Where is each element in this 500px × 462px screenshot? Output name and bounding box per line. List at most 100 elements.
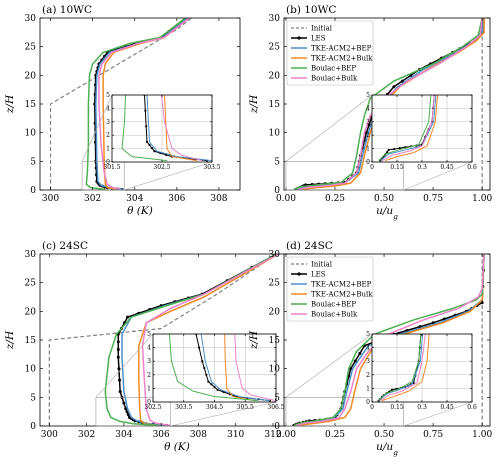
panel-2-xlabel: θ (K) <box>164 441 190 453</box>
panel-2-zoom-connector <box>170 401 277 427</box>
panel-2-inset-marker-les <box>210 383 213 386</box>
panel-3-zoom-connector <box>285 333 373 398</box>
panel-1-legend-marker-1 <box>297 36 301 40</box>
panel-2-series-initial <box>48 254 278 426</box>
panel-1-ytick-label-2: 10 <box>269 129 281 139</box>
panel-0-xtick-label-0: 300 <box>42 194 59 204</box>
panel-1-inset-marker-les <box>398 147 401 150</box>
panel-0-xlabel: θ (K) <box>127 205 153 217</box>
panel-1-ytick-label-4: 20 <box>269 71 281 81</box>
panel-1-ytick-label-3: 15 <box>269 100 281 110</box>
panel-0-inset-series-boulac-bep <box>121 95 168 162</box>
panel-0-inset-ytick-label-3: 3 <box>106 119 110 126</box>
panel-2-title: (c) 24SC <box>42 240 88 252</box>
panel-2-inset: 302.5 303.5 304.5 305.5 306.5 0 1 2 3 4 5 <box>144 201 284 411</box>
panel-2-inset-series-boulac-bulk <box>234 334 276 402</box>
panel-2-ytick-label-3: 15 <box>25 336 37 346</box>
panel-3-legend-box <box>286 256 374 322</box>
panel-1-inset-xtick-label-4: 0.6 <box>467 164 477 171</box>
panel-1-legend-box <box>286 20 374 86</box>
panel-3-zoom-box <box>285 397 404 427</box>
panel-1-inset-xtick-label-1: 0.15 <box>390 164 404 171</box>
panel-0-inset-ytick-label-2: 2 <box>106 132 110 139</box>
panel-2-inset-marker-les <box>207 380 210 383</box>
panel-2-inset-marker-les <box>216 388 219 391</box>
panel-1-ytick-label-6: 30 <box>269 14 281 24</box>
panel-3-legend-label-4: Boulac+BEP <box>311 301 356 309</box>
panel-3-series-tke-acm2-bulk <box>297 254 485 426</box>
panel-0-zoom-connector <box>124 161 213 191</box>
panel-2-inset-xtick-label-1: 303.5 <box>175 404 192 411</box>
panel-3-inset-marker-les <box>434 229 436 231</box>
panel-2-inset-ytick-label-3: 3 <box>147 358 151 365</box>
panel-2-zoom-connector <box>95 333 154 398</box>
panel-1-xtick-label-4: 1.00 <box>472 194 492 204</box>
panel-3-series-boulac-bulk <box>295 254 485 426</box>
panel-2-inset-marker-les <box>189 201 191 203</box>
panel-3-xtick-label-0: 0.00 <box>276 430 296 440</box>
panel-1-xtick-label-2: 0.50 <box>374 194 394 204</box>
panel-2-inset-ytick-label-5: 5 <box>147 331 151 338</box>
panel-2-inset-xtick-label-0: 302.5 <box>144 404 161 411</box>
panel-2-series-boulac-bep <box>104 254 278 426</box>
panel-0-ytick-label-0: 0 <box>30 186 36 196</box>
panel-1-inset-marker-les <box>385 151 389 154</box>
panel-3-inset-series-group <box>377 192 456 402</box>
panel-1-inset-xtick-label-3: 0.45 <box>440 164 454 171</box>
panel-2-inset-marker-les <box>189 238 191 240</box>
panel-1-inset-marker-les <box>387 148 390 152</box>
panel-1-ytick-label-0: 0 <box>274 186 280 196</box>
panel-3-inset-xtick-label-1: 0.15 <box>390 404 404 411</box>
panel-0-inset-xtick-label-2: 303.5 <box>203 164 220 171</box>
panel-1-legend-label-5: Boulac+Bulk <box>311 75 358 83</box>
panel-1-inset-marker-les <box>393 147 396 151</box>
panel-0-inset-marker-les <box>150 147 154 150</box>
panel-1-xlabel: u/ug <box>376 205 398 221</box>
panel-3-legend-label-5: Boulac+Bulk <box>311 311 358 319</box>
panel-1-legend-label-2: TKE-ACM2+BEP <box>311 45 372 53</box>
panel-1-inset-ytick-label-4: 4 <box>366 105 370 112</box>
panel-2-ytick-label-2: 10 <box>25 365 37 375</box>
panel-0-inset-xtick-label-1: 302.5 <box>153 164 170 171</box>
panel-0-ylabel: z/H <box>4 94 16 114</box>
panel-2-inset-series-group <box>168 201 276 402</box>
panel-3-inset-ytick-label-0: 0 <box>366 399 370 406</box>
panel-3-xlabel: u/ug <box>376 441 398 457</box>
panel-2-marker-les <box>117 367 121 371</box>
panel-2-zoom-box <box>95 397 171 427</box>
panel-3-series-group <box>292 254 485 426</box>
panel-1-xtick-label-3: 0.75 <box>423 194 443 204</box>
panel-0-inset-series-tke-acm2-bulk <box>163 95 198 162</box>
panel-3-ylabel: z/H <box>248 330 260 350</box>
panel-2-inset-marker-les <box>203 366 206 370</box>
panel-2-xtick-label-3: 306 <box>153 430 170 440</box>
panel-2-inset-marker-les <box>213 385 216 389</box>
panel-3-ytick-label-1: 5 <box>274 393 280 403</box>
panel-0-inset-series-les <box>143 95 208 162</box>
panel-3-inset-marker-les <box>454 192 456 194</box>
panel-0-series-group <box>49 18 192 190</box>
panel-3-legend-label-1: LES <box>311 271 326 279</box>
panel-1-inset-marker-les <box>441 9 443 11</box>
panel-0-xtick-label-3: 306 <box>168 194 185 204</box>
panel-2-inset-marker-les <box>189 220 191 222</box>
panel-3-inset-ytick-label-2: 2 <box>366 372 370 379</box>
panel-1-xlabel-subscript: g <box>393 212 398 221</box>
panel-0-inset-xtick-label-0: 301.5 <box>103 164 120 171</box>
panel-3-inset-ytick-label-1: 1 <box>366 385 370 392</box>
panel-1-series-boulac-bulk <box>297 18 483 190</box>
panel-2-ytick-label-0: 0 <box>30 422 36 432</box>
panel-1-zoom-connector <box>285 94 373 162</box>
panel-1-xtick-label-0: 0.00 <box>276 194 296 204</box>
panel-2-series-boulac-bulk <box>141 254 279 426</box>
panel-0-inset-series-group <box>121 95 212 162</box>
panel-2-xtick-label-6: 312 <box>264 430 281 440</box>
panel-3-ytick-label-3: 15 <box>269 336 281 346</box>
panel-1-legend: Initial LES TKE-ACM2+BEP TKE-ACM2+Bulk Boula… <box>286 20 374 86</box>
panel-2-inset-marker-les <box>205 373 208 376</box>
panel-1-xtick-label-1: 0.25 <box>325 194 345 204</box>
panel-0-inset-marker-les <box>145 140 149 143</box>
panel-2-marker-les <box>122 401 126 405</box>
panel-1-zoom-connector <box>403 161 473 191</box>
panel-0-inset-marker-les <box>153 150 156 153</box>
